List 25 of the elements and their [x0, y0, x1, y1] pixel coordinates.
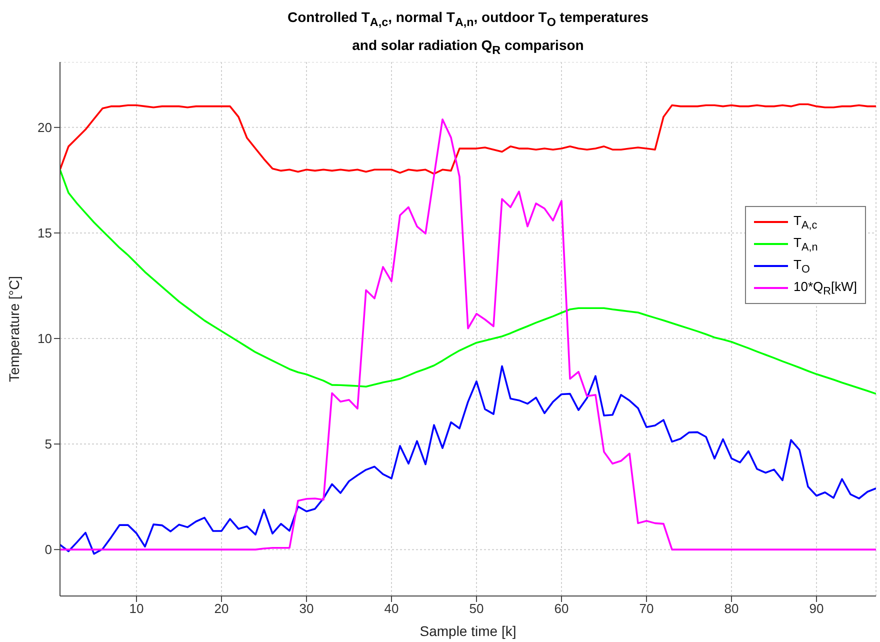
- y-axis-title: Temperature [°C]: [6, 276, 22, 382]
- legend-label: T$_{A,c}$: [794, 212, 818, 232]
- y-tick-label: 20: [38, 120, 52, 136]
- x-tick-label: 60: [554, 601, 569, 616]
- legend-label: T$_{A,n}$: [794, 234, 818, 254]
- line-series: [60, 365, 876, 555]
- x-tick-label: 10: [129, 601, 144, 616]
- y-tick-label: 15: [38, 226, 52, 241]
- line-series: [60, 103, 876, 175]
- x-tick-label: 50: [469, 601, 484, 616]
- legend-label: T$_{O}$: [794, 256, 810, 276]
- x-tick-label: 20: [214, 601, 229, 616]
- chart-title: Controlled T$_{A,c}$, normal T$_{A,n}$, outdoor T$_{O}$ temperatures and solar radiation Q$_{R}$ comparison: [287, 9, 649, 57]
- y-tick-label: 0: [44, 542, 52, 558]
- x-tick-label: 90: [809, 601, 824, 616]
- line-series: [60, 118, 876, 550]
- x-tick-label: 80: [724, 601, 739, 616]
- y-tick-label: 5: [44, 436, 52, 452]
- x-axis-title: Sample time [k]: [420, 623, 516, 639]
- x-tick-label: 40: [384, 601, 399, 616]
- x-tick-label: 30: [299, 601, 314, 616]
- legend-label: 10*Q$_{R}$[kW]: [794, 278, 857, 298]
- line-series: [60, 168, 876, 395]
- x-tick-label: 70: [639, 601, 654, 616]
- y-tick-label: 10: [38, 331, 52, 346]
